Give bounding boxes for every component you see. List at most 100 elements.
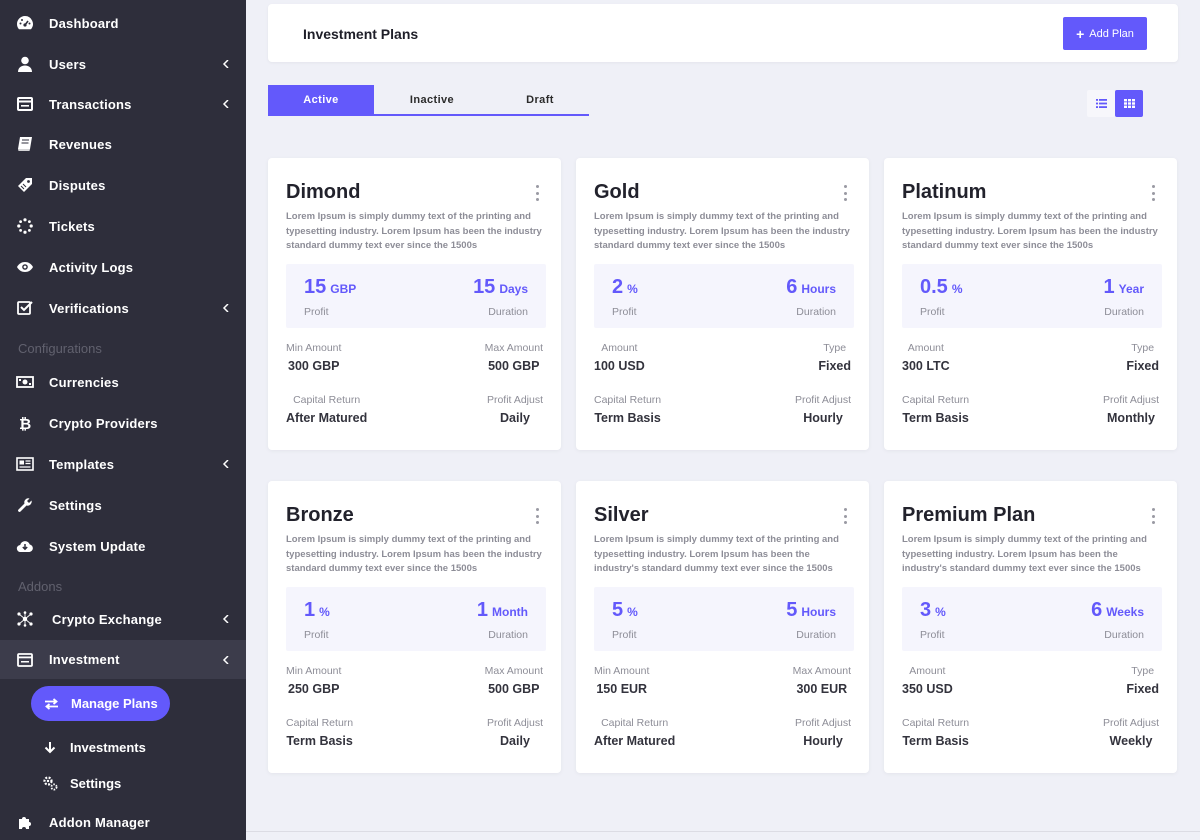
plan-stats: 3% Profit 6 Weeks Duration [902, 587, 1162, 651]
sidebar-item-tickets[interactable]: Tickets [0, 206, 246, 246]
plan-description: Lorem Ipsum is simply dummy text of the … [286, 211, 542, 251]
sidebar-item-addon-manager[interactable]: Addon Manager [0, 802, 246, 840]
book-icon [16, 135, 34, 153]
cloud-download-icon [16, 537, 34, 555]
plan-meta: Amount 100 USD [594, 342, 645, 373]
chevron-left-icon [222, 60, 229, 68]
sidebar-item-label: Users [49, 56, 87, 72]
profit-label: Profit [304, 629, 329, 641]
plan-meta: Max Amount 300 EUR [792, 665, 851, 696]
sidebar-item-disputes[interactable]: Disputes [0, 165, 246, 205]
sidebar-item-revenues[interactable]: Revenues [0, 124, 246, 164]
investment-icon [16, 651, 34, 669]
plan-meta: Capital Return Term Basis [902, 717, 970, 748]
plan-description: Lorem Ipsum is simply dummy text of the … [902, 534, 1147, 574]
plan-name: Bronze [286, 504, 354, 526]
sidebar-item-label: Disputes [49, 177, 106, 193]
plan-name: Premium Plan [902, 504, 1036, 526]
plan-card: Gold Lorem Ipsum is simply dummy text of… [576, 158, 869, 450]
wrench-icon [16, 496, 34, 514]
list-view-button[interactable] [1087, 90, 1115, 117]
tab-inactive[interactable]: Inactive [409, 93, 455, 106]
sidebar-subitem-label: Settings [70, 775, 122, 791]
plan-name: Platinum [902, 181, 987, 203]
plan-meta: Amount 350 USD [902, 665, 953, 696]
plan-stats: 1% Profit 1 Month Duration [286, 587, 546, 651]
add-plan-button[interactable]: + Add Plan [1063, 17, 1147, 50]
eye-icon [16, 258, 34, 276]
sidebar-item-currencies[interactable]: Currencies [0, 362, 246, 402]
add-plan-label: Add Plan [1089, 27, 1134, 40]
bitcoin-icon: ₿ [16, 414, 34, 432]
sidebar-subitem-settings[interactable]: Settings [42, 768, 121, 798]
more-options-icon[interactable] [534, 185, 540, 201]
plan-status-tabs: Active Inactive Draft [268, 85, 589, 116]
sidebar-item-system-update[interactable]: System Update [0, 526, 246, 566]
duration-label: Duration [488, 629, 528, 641]
plan-card: Premium Plan Lorem Ipsum is simply dummy… [884, 481, 1177, 773]
duration-label: Duration [1104, 629, 1144, 641]
duration-label: Duration [488, 306, 528, 318]
grid-view-button[interactable] [1115, 90, 1143, 117]
plan-stats: 15 GBP Profit 15 Days Duration [286, 264, 546, 328]
plan-name: Dimond [286, 181, 361, 203]
plan-meta: Min Amount 300 GBP [286, 342, 342, 373]
profit-label: Profit [304, 306, 329, 318]
sidebar-item-label: Tickets [49, 218, 95, 234]
arrow-down-icon [42, 739, 58, 755]
duration-value: 6 Weeks [1091, 599, 1144, 621]
chevron-left-icon [222, 460, 229, 468]
plan-meta: Capital Return Term Basis [286, 717, 354, 748]
sidebar-item-crypto-providers[interactable]: ₿ Crypto Providers [0, 403, 246, 443]
plan-card: Silver Lorem Ipsum is simply dummy text … [576, 481, 869, 773]
profit-label: Profit [920, 629, 945, 641]
sidebar-item-verifications[interactable]: Verifications [0, 288, 246, 328]
profit-value: 3% [920, 599, 946, 621]
profit-label: Profit [612, 629, 637, 641]
duration-label: Duration [1104, 306, 1144, 318]
exchange-icon [44, 696, 59, 711]
plan-card: Platinum Lorem Ipsum is simply dummy tex… [884, 158, 1177, 450]
more-options-icon[interactable] [842, 185, 848, 201]
sidebar-item-investment[interactable]: Investment [0, 640, 246, 679]
sidebar-item-label: Dashboard [49, 15, 119, 31]
more-options-icon[interactable] [1150, 185, 1156, 201]
plan-meta: Min Amount 150 EUR [594, 665, 650, 696]
tab-draft[interactable]: Draft [526, 93, 554, 106]
sidebar-item-label: Revenues [49, 136, 113, 152]
chevron-left-icon [222, 615, 229, 623]
plan-meta: Profit Adjust Hourly [794, 394, 851, 425]
page-title: Investment Plans [303, 26, 419, 42]
sidebar-item-settings[interactable]: Settings [0, 485, 246, 525]
sidebar-item-activity-logs[interactable]: Activity Logs [0, 247, 246, 287]
plan-stats: 0.5% Profit 1 Year Duration [902, 264, 1162, 328]
plan-description: Lorem Ipsum is simply dummy text of the … [594, 534, 839, 574]
sidebar-item-label: Addon Manager [49, 814, 150, 830]
plan-name: Gold [594, 181, 640, 203]
chevron-left-icon [222, 100, 229, 108]
plan-meta: Capital Return After Matured [594, 717, 676, 748]
sidebar-item-transactions[interactable]: Transactions [0, 84, 246, 124]
plan-meta: Type Fixed [1126, 665, 1159, 696]
dashboard-icon [16, 14, 34, 32]
sidebar-item-users[interactable]: Users [0, 44, 246, 84]
sidebar-item-templates[interactable]: Templates [0, 444, 246, 484]
more-options-icon[interactable] [1150, 508, 1156, 524]
sidebar-subitem-investments[interactable]: Investments [42, 732, 146, 762]
newspaper-icon [16, 455, 34, 473]
sidebar-item-dashboard[interactable]: Dashboard [0, 3, 246, 43]
sidebar-subitem-label: Manage Plans [71, 696, 158, 711]
plan-meta: Profit Adjust Hourly [794, 717, 851, 748]
tab-active[interactable]: Active [268, 85, 374, 114]
profit-value: 2% [612, 276, 638, 298]
sidebar-item-label: Activity Logs [49, 259, 134, 275]
sidebar-item-label: Verifications [49, 300, 129, 316]
sidebar-item-crypto-exchange[interactable]: Crypto Exchange [0, 599, 246, 639]
plan-meta: Type Fixed [1126, 342, 1159, 373]
grid-icon [1123, 99, 1135, 108]
check-square-icon [16, 299, 34, 317]
duration-value: 6 Hours [786, 276, 836, 298]
sidebar-subitem-manage-plans[interactable]: Manage Plans [31, 686, 170, 721]
more-options-icon[interactable] [842, 508, 848, 524]
more-options-icon[interactable] [534, 508, 540, 524]
